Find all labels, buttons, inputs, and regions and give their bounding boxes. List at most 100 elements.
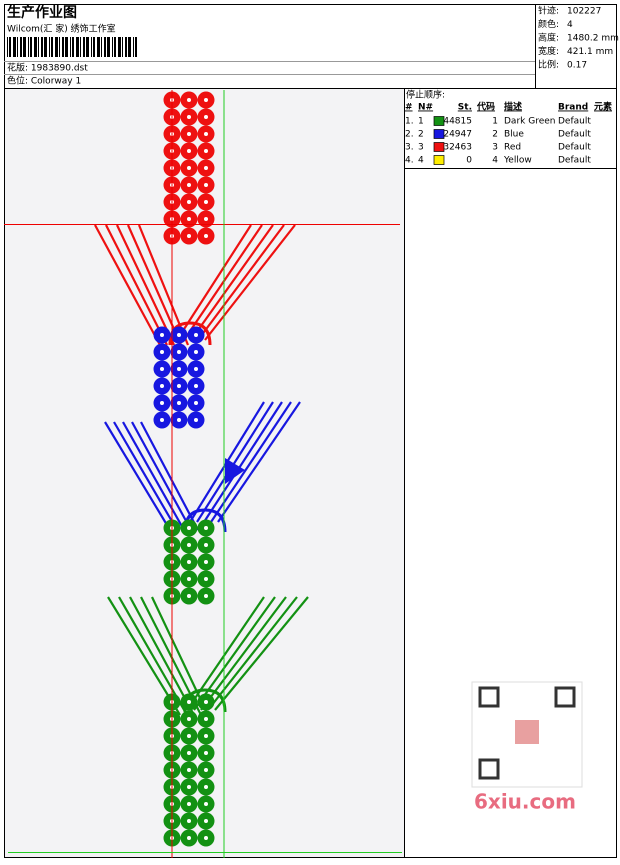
bar: [86, 37, 89, 57]
info-label: 宽度:: [538, 45, 559, 57]
bar: [107, 37, 110, 57]
bar: [97, 37, 100, 57]
bar: [122, 37, 123, 57]
flower-dot: [187, 560, 191, 564]
flower-dot: [187, 751, 191, 755]
flower-dot: [204, 785, 208, 789]
chevron: [207, 596, 298, 711]
flower-dot: [204, 577, 208, 581]
bar: [76, 37, 79, 57]
flower-dot: [160, 367, 164, 371]
flower-dot: [177, 367, 181, 371]
chevron: [129, 596, 195, 716]
chevron: [214, 596, 309, 711]
code: 4: [492, 156, 498, 166]
row-index: 1.: [405, 117, 414, 127]
chevron: [131, 421, 192, 531]
flower-dot: [187, 785, 191, 789]
flower-dot: [160, 333, 164, 337]
flower-dot: [177, 350, 181, 354]
bar: [7, 37, 8, 57]
column-header: #: [405, 103, 413, 113]
brand: Default: [558, 130, 591, 140]
bar: [128, 37, 131, 57]
bar: [13, 37, 16, 57]
flower-dot: [194, 401, 198, 405]
flower-dot: [160, 418, 164, 422]
info-label: 高度:: [538, 32, 559, 44]
stop-table: # N# St. 代码 描述 Brand 元素1. 1 44815 1 Dark Green Defa…: [405, 101, 612, 166]
column-header: 描述: [504, 101, 522, 113]
flower-dot: [204, 751, 208, 755]
chevron: [104, 421, 171, 531]
bar: [28, 37, 29, 57]
needle: 4: [418, 156, 424, 166]
info-value: 421.1 mm: [567, 47, 613, 57]
flower-dot: [187, 183, 191, 187]
embroidery: [94, 91, 309, 847]
brand: Default: [558, 117, 591, 127]
description: Yellow: [503, 156, 532, 166]
bar: [51, 37, 53, 57]
bar: [17, 37, 18, 57]
info-value: 0.17: [567, 61, 587, 71]
chevron: [113, 421, 178, 531]
chevron: [105, 224, 168, 346]
flower-dot: [204, 234, 208, 238]
flower-dot: [194, 418, 198, 422]
needle: 3: [418, 143, 424, 153]
flower-dot: [204, 700, 208, 704]
flower-dot: [187, 217, 191, 221]
flower-dot: [187, 594, 191, 598]
brand: Default: [558, 143, 591, 153]
flower-dot: [204, 819, 208, 823]
bar: [9, 37, 11, 57]
bar: [44, 37, 47, 57]
flower-dot: [204, 594, 208, 598]
color-swatch: [433, 155, 445, 165]
bar: [101, 37, 102, 57]
chevron: [122, 421, 185, 531]
info-value: 1480.2 mm: [567, 34, 619, 44]
chevron: [197, 224, 285, 341]
description: Red: [504, 143, 521, 153]
stitches: 44815: [443, 117, 472, 127]
watermark: 6xiu.com: [474, 790, 576, 814]
barcode: [7, 37, 137, 57]
flower-dot: [204, 717, 208, 721]
flower-dot: [187, 526, 191, 530]
flower-dot: [204, 149, 208, 153]
flower-dot: [187, 149, 191, 153]
code: 3: [492, 143, 498, 153]
bar: [83, 37, 85, 57]
motif: [225, 458, 245, 484]
bar: [30, 37, 32, 57]
bar: [114, 37, 116, 57]
chevron: [151, 596, 209, 716]
color-swatch: [433, 129, 445, 139]
bar: [125, 37, 127, 57]
flower-dot: [204, 183, 208, 187]
bar: [80, 37, 81, 57]
info-label: 颜色:: [538, 18, 559, 30]
table-title: 停止顺序:: [406, 89, 445, 101]
flower-dot: [204, 543, 208, 547]
flower-dot: [204, 560, 208, 564]
flower-dot: [204, 166, 208, 170]
info-value: 4: [567, 20, 573, 30]
needle: 2: [418, 130, 424, 140]
bar: [59, 37, 60, 57]
bar: [34, 37, 37, 57]
flower-dot: [187, 166, 191, 170]
flower-dot: [187, 734, 191, 738]
needle: 1: [418, 117, 424, 127]
flower-dot: [160, 401, 164, 405]
code: 1: [492, 117, 498, 127]
chevron: [183, 224, 263, 341]
flower-dot: [204, 802, 208, 806]
row-index: 4.: [405, 156, 414, 166]
row-index: 2.: [405, 130, 414, 140]
flower-dot: [160, 350, 164, 354]
subtitle: Wilcom(汇 家) 绣饰工作室: [7, 23, 116, 35]
flower-dot: [187, 115, 191, 119]
